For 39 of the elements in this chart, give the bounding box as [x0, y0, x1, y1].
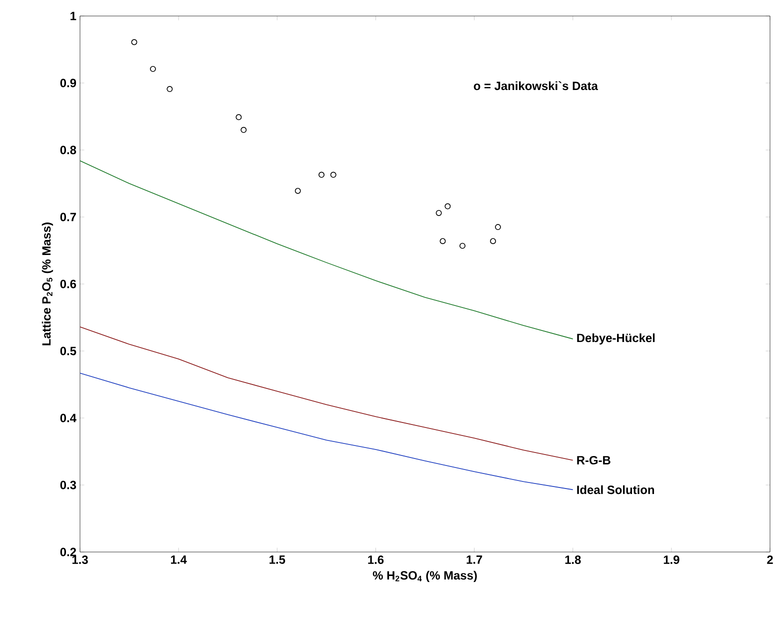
x-tick-label: 1.5	[270, 556, 286, 564]
x-tick-label: 1.4	[171, 556, 187, 564]
point	[490, 238, 496, 244]
y-tick-label: 0.3	[60, 480, 76, 490]
y-tick-label: 0.2	[60, 548, 76, 556]
y-tick-label: 1	[70, 12, 76, 20]
point	[150, 66, 156, 72]
series-label: Ideal Solution	[577, 485, 654, 494]
annotation: o = Janikowski`s Data	[474, 81, 598, 90]
point	[440, 238, 446, 244]
line-series	[80, 326, 574, 461]
x-tick-label: 1.3	[72, 556, 88, 564]
point	[166, 86, 173, 92]
x-axis-title: % H$_{2}$SO$_{4}$ (% Mass)	[372, 570, 477, 582]
series-label: Debye-Hückel	[577, 333, 655, 345]
y-tick-label: 0.8	[60, 146, 76, 154]
point	[294, 188, 301, 194]
y-tick-label: 0.5	[60, 346, 76, 356]
point	[459, 242, 466, 249]
line-series	[80, 372, 574, 490]
point	[444, 203, 451, 210]
x-tick-label: 1.8	[565, 556, 581, 564]
point	[240, 126, 247, 133]
point	[436, 210, 442, 216]
point	[330, 172, 336, 178]
x-tick-label: 1.9	[664, 556, 680, 564]
point	[494, 224, 501, 230]
x-tick-label: 2	[767, 556, 773, 564]
y-tick-label: 0.9	[60, 78, 76, 88]
point	[131, 39, 138, 46]
y-tick-label: 0.7	[60, 212, 76, 222]
series-label: R-G-B	[577, 456, 610, 464]
point	[318, 172, 324, 178]
y-axis-title: Lattice P$_{2}$O$_{5}$ (% Mass)	[42, 222, 54, 346]
x-tick-label: 1.6	[368, 556, 384, 564]
x-tick-label: 1.7	[466, 556, 482, 564]
point	[236, 114, 242, 120]
y-tick-label: 0.4	[60, 414, 76, 422]
y-tick-label: 0.6	[60, 280, 76, 288]
